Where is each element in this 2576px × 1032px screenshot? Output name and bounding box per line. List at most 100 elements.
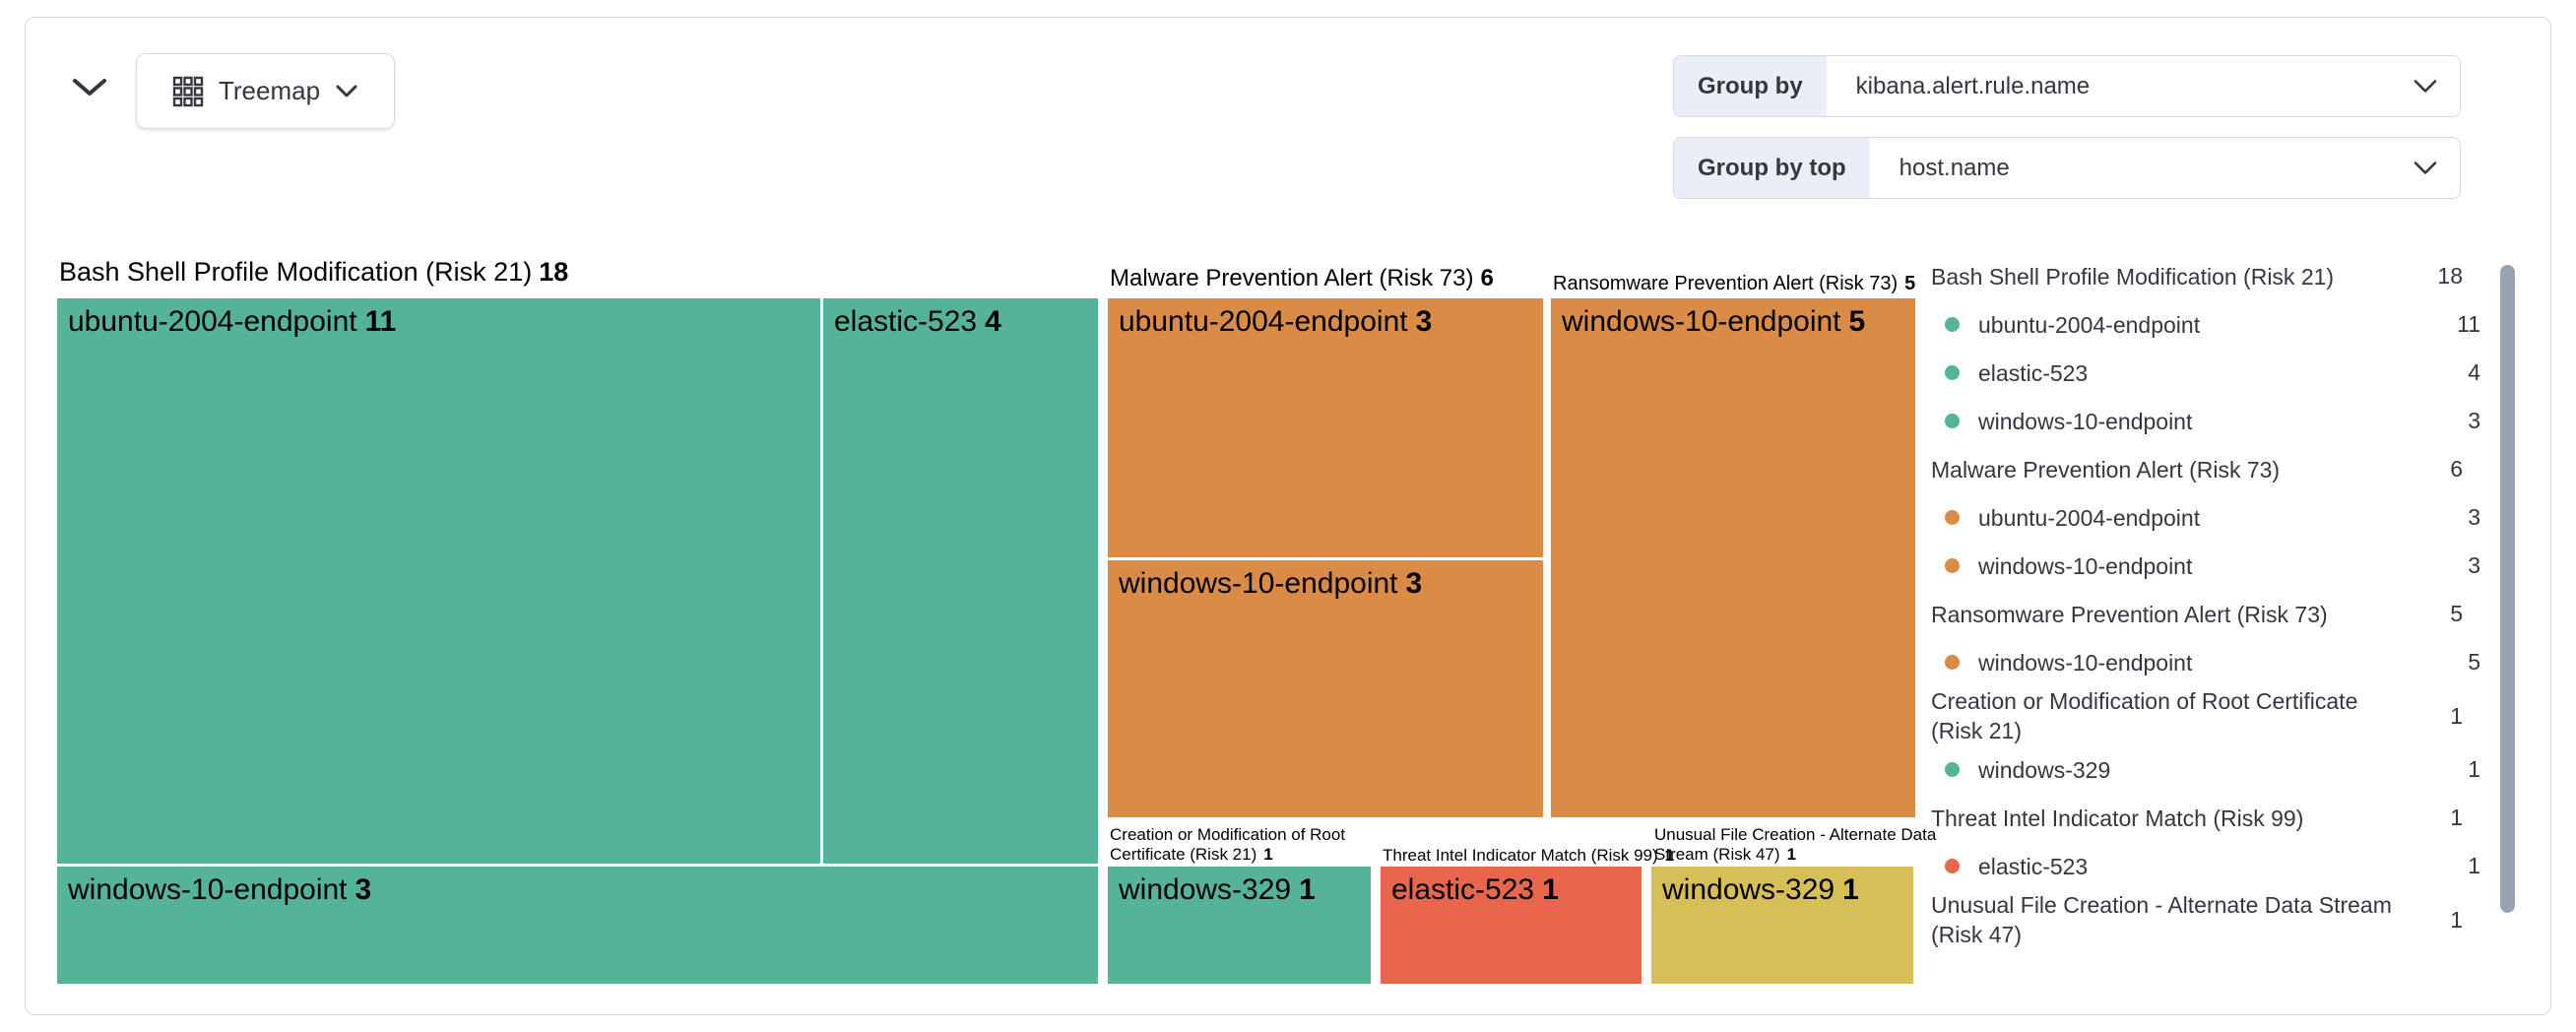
chart-type-label: Treemap [218, 76, 321, 105]
legend-row-label: Creation or Modification of Root Certifi… [1931, 688, 2358, 743]
legend-row[interactable]: Ransomware Prevention Alert (Risk 73) 5 [1931, 590, 2480, 638]
treemap-tile-elastic-523[interactable]: elastic-523 1 [1381, 867, 1642, 984]
group-header-label: Creation or Modification of Root Certifi… [1110, 825, 1346, 864]
legend-row-label: Ransomware Prevention Alert (Risk 73) [1931, 601, 2328, 627]
legend-row-label: ubuntu-2004-endpoint [1978, 311, 2201, 338]
legend-row-count: 3 [2468, 552, 2480, 578]
treemap-group-header-ransomware: Ransomware Prevention Alert (Risk 73) 5 [1553, 273, 1915, 295]
legend-row-count: 3 [2468, 408, 2480, 433]
group-by-top-label: Group by top [1674, 138, 1870, 198]
treemap-tile-windows-10-endpoint[interactable]: windows-10-endpoint 3 [1108, 560, 1543, 817]
legend-row-label: windows-10-endpoint [1978, 552, 2193, 579]
treemap-tile-ubuntu-2004-endpoint[interactable]: ubuntu-2004-endpoint 3 [1108, 298, 1543, 557]
group-header-label: Threat Intel Indicator Match (Risk 99) [1383, 846, 1658, 865]
legend-row[interactable]: ubuntu-2004-endpoint 3 [1931, 493, 2480, 542]
legend-row-label: ubuntu-2004-endpoint [1978, 504, 2201, 531]
tile-label: windows-329 [1119, 873, 1292, 906]
legend-row-count: 5 [2450, 601, 2463, 626]
legend-row-label: Threat Intel Indicator Match (Risk 99) [1931, 805, 2304, 831]
tile-label: windows-10-endpoint [68, 873, 348, 906]
group-header-count: 1 [1263, 845, 1273, 864]
tile-label: elastic-523 [1391, 873, 1535, 906]
legend-row-count: 11 [2457, 311, 2480, 337]
legend-row[interactable]: windows-10-endpoint 5 [1931, 638, 2480, 686]
group-header-count: 18 [539, 257, 569, 287]
tile-label: ubuntu-2004-endpoint [1119, 305, 1408, 338]
legend-dot [1945, 365, 1960, 380]
group-header-count: 6 [1480, 265, 1494, 291]
tile-label: elastic-523 [834, 305, 978, 338]
treemap-group-header-root-certificate: Creation or Modification of Root Certifi… [1110, 825, 1395, 865]
legend-row[interactable]: Malware Prevention Alert (Risk 73) 6 [1931, 445, 2480, 493]
legend-dot [1945, 510, 1960, 525]
legend-row[interactable]: Bash Shell Profile Modification (Risk 21… [1931, 252, 2480, 300]
treemap-tile-windows-10-endpoint[interactable]: windows-10-endpoint 3 [57, 867, 1098, 984]
legend-row-count: 18 [2437, 263, 2463, 289]
legend-row-label: Bash Shell Profile Modification (Risk 21… [1931, 263, 2335, 290]
legend-row[interactable]: windows-10-endpoint 3 [1931, 397, 2480, 445]
tile-label: windows-329 [1662, 873, 1835, 906]
legend-dot [1945, 859, 1960, 873]
treemap-tile-windows-10-endpoint[interactable]: windows-10-endpoint 5 [1551, 298, 1915, 817]
group-header-count: 5 [1904, 273, 1916, 294]
legend-row-count: 6 [2450, 456, 2463, 482]
legend-dot [1945, 317, 1960, 332]
group-by-top-select[interactable]: Group by top host.name [1673, 137, 2461, 199]
treemap-group-header-bash: Bash Shell Profile Modification (Risk 21… [59, 257, 568, 288]
treemap-tile-windows-329[interactable]: windows-329 1 [1108, 867, 1371, 984]
chevron-down-icon [335, 84, 358, 99]
treemap-tile-windows-329[interactable]: windows-329 1 [1651, 867, 1913, 984]
treemap-tile-ubuntu-2004-endpoint[interactable]: ubuntu-2004-endpoint 11 [57, 298, 820, 864]
legend-dot [1945, 762, 1960, 777]
treemap-tile-elastic-523[interactable]: elastic-523 4 [823, 298, 1098, 864]
tile-count: 11 [364, 305, 397, 338]
legend-row-count: 1 [2468, 853, 2480, 878]
treemap-group-header-malware: Malware Prevention Alert (Risk 73) 6 [1110, 265, 1494, 292]
legend-row-label: elastic-523 [1978, 853, 2089, 879]
treemap-group-header-unusual-file: Unusual File Creation - Alternate Data S… [1654, 825, 1950, 865]
tile-count: 1 [1842, 873, 1859, 906]
legend-row[interactable]: ubuntu-2004-endpoint 11 [1931, 300, 2480, 349]
group-by-select[interactable]: Group by kibana.alert.rule.name [1673, 55, 2461, 117]
tile-count: 1 [1542, 873, 1559, 906]
tile-count: 1 [1299, 873, 1316, 906]
legend-row-count: 4 [2468, 359, 2480, 385]
legend-row-label: Malware Prevention Alert (Risk 73) [1931, 456, 2281, 483]
legend-scrollbar-thumb[interactable] [2500, 265, 2515, 913]
grid-icon [172, 76, 204, 107]
tile-count: 3 [354, 873, 372, 906]
tile-count: 3 [1415, 305, 1433, 338]
tile-label: ubuntu-2004-endpoint [68, 305, 357, 338]
legend-row-count: 1 [2468, 756, 2480, 782]
legend-row[interactable]: elastic-523 4 [1931, 349, 2480, 397]
legend-row-count: 1 [2450, 702, 2463, 729]
legend-row[interactable]: elastic-523 1 [1931, 842, 2480, 890]
legend-row[interactable]: windows-329 1 [1931, 745, 2480, 794]
chart-legend: Bash Shell Profile Modification (Risk 21… [1931, 252, 2480, 949]
legend-row[interactable]: Creation or Modification of Root Certifi… [1931, 686, 2480, 745]
legend-row-label: windows-10-endpoint [1978, 408, 2193, 434]
legend-row-count: 5 [2468, 649, 2480, 675]
legend-dot [1945, 558, 1960, 573]
legend-row[interactable]: windows-10-endpoint 3 [1931, 542, 2480, 590]
group-by-top-value: host.name [1899, 154, 2010, 181]
group-header-label: Malware Prevention Alert (Risk 73) [1110, 265, 1474, 291]
group-header-label: Unusual File Creation - Alternate Data S… [1654, 825, 1937, 864]
panel-collapse-button[interactable] [67, 69, 112, 104]
group-header-label: Bash Shell Profile Modification (Risk 21… [59, 257, 533, 287]
group-header-count: 1 [1786, 845, 1796, 864]
group-header-count: 1 [1664, 846, 1675, 865]
legend-dot [1945, 655, 1960, 670]
legend-row-count: 1 [2450, 906, 2463, 933]
group-by-value: kibana.alert.rule.name [1855, 72, 2091, 99]
tile-count: 3 [1405, 567, 1423, 600]
treemap-chart: Bash Shell Profile Modification (Risk 21… [57, 255, 1936, 986]
tile-label: windows-10-endpoint [1119, 567, 1398, 600]
legend-row-label: windows-10-endpoint [1978, 649, 2193, 676]
group-by-label: Group by [1674, 56, 1827, 116]
legend-row[interactable]: Threat Intel Indicator Match (Risk 99) 1 [1931, 794, 2480, 842]
treemap-group-header-threat-intel: Threat Intel Indicator Match (Risk 99) 1 [1383, 846, 1674, 866]
tile-label: windows-10-endpoint [1562, 305, 1841, 338]
legend-row[interactable]: Unusual File Creation - Alternate Data S… [1931, 890, 2480, 949]
chart-type-select-button[interactable]: Treemap [136, 53, 395, 129]
